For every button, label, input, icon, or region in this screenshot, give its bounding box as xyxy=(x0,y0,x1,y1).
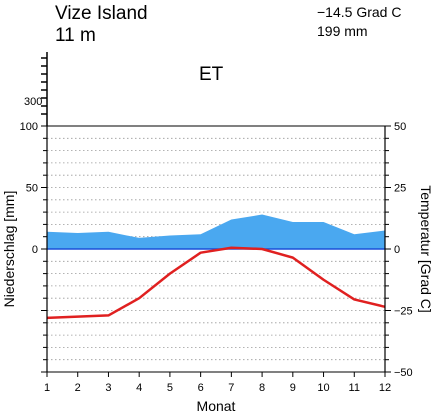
right-tick-label: 50 xyxy=(394,121,406,133)
temperature-line-layer xyxy=(46,246,386,320)
x-tick-label: 9 xyxy=(290,382,296,394)
x-tick-label: 3 xyxy=(105,382,111,394)
x-tick-label: 8 xyxy=(259,382,265,394)
right-tick-label: −25 xyxy=(394,306,413,318)
annual-precipitation: 199 mm xyxy=(317,23,368,39)
x-tick-label: 10 xyxy=(317,382,329,394)
upper-tick-label: 300 xyxy=(24,96,42,108)
station-elevation: 11 m xyxy=(55,25,96,46)
y-axis-left-label: Niederschlag [mm] xyxy=(1,191,17,308)
station-name: Vize Island xyxy=(55,3,148,24)
right-tick-label: 0 xyxy=(394,244,400,256)
x-tick-label: 7 xyxy=(228,382,234,394)
precip-area-layer xyxy=(47,214,385,250)
x-tick-label: 2 xyxy=(75,382,81,394)
left-tick-label: 50 xyxy=(26,183,38,195)
left-tick-label: 100 xyxy=(20,121,38,133)
x-tick-label: 12 xyxy=(379,382,391,394)
x-tick-label: 11 xyxy=(349,382,360,394)
right-tick-label: 25 xyxy=(394,183,406,195)
y-axis-right-label: Temperatur [Grad C] xyxy=(418,185,434,313)
right-tick-label: −50 xyxy=(394,367,413,379)
x-tick-label: 1 xyxy=(44,382,50,394)
x-tick-label: 4 xyxy=(136,382,142,394)
upper-precip-axis xyxy=(41,52,48,126)
x-tick-label: 5 xyxy=(167,382,173,394)
mean-temperature: −14.5 Grad C xyxy=(317,4,401,20)
precipitation-area xyxy=(47,214,385,249)
x-axis-label: Monat xyxy=(197,398,236,414)
left-tick-label: 0 xyxy=(32,244,38,256)
x-tick-label: 6 xyxy=(198,382,204,394)
climate-class: ET xyxy=(199,64,224,85)
temperature-line xyxy=(46,246,386,320)
